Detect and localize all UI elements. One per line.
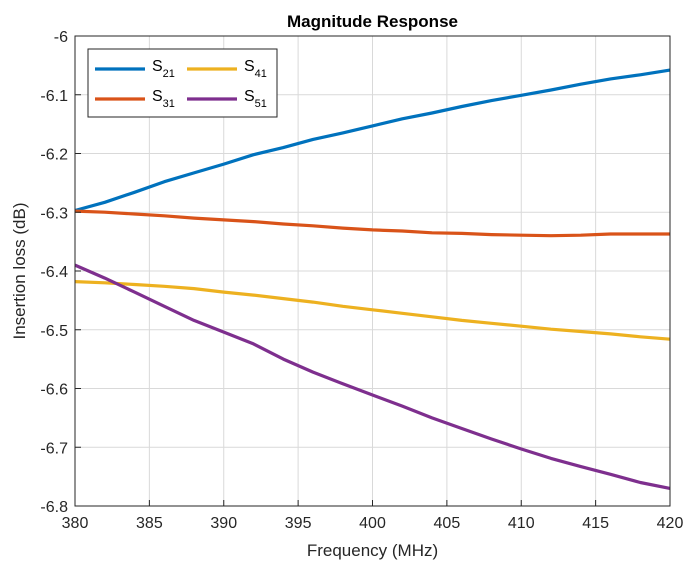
y-axis-label: Insertion loss (dB) [10,203,29,340]
legend-label-s21: S21 [152,58,175,80]
tick-labels: 380 385 390 395 400 405 410 415 420 -6.8 -6.7 -6.6 -… [40,29,683,532]
y-tick-label: -6.1 [40,88,68,105]
legend-label-s31: S31 [152,88,175,110]
x-tick-label: 385 [136,515,163,532]
series-line-s21 [74,68,671,213]
x-tick-label: 390 [210,515,237,532]
x-axis-label: Frequency (MHz) [307,541,438,560]
x-tick-label: 415 [582,515,609,532]
series-line-s31 [74,209,670,238]
series-line-s41 [74,280,671,341]
x-tick-label: 380 [62,515,89,532]
x-tick-label: 400 [359,515,386,532]
y-tick-label: -6.3 [40,205,68,222]
x-tick-label: 405 [434,515,461,532]
legend: S21 S41 S31 S51 [87,48,278,118]
x-tick-label: 410 [508,515,535,532]
x-tick-label: 420 [657,515,684,532]
y-tick-label: -6.6 [40,382,68,399]
legend-label-s41: S41 [244,58,267,80]
y-tick-label: -6.7 [40,440,68,457]
x-tick-label: 395 [285,515,312,532]
grid-lines [74,35,671,507]
y-tick-label: -6.4 [40,264,68,281]
chart-title: Magnitude Response [287,12,458,31]
tick-marks [74,35,671,507]
y-tick-label: -6.5 [40,323,68,340]
legend-label-s51: S51 [244,88,267,110]
y-tick-label: -6.8 [40,499,68,516]
legend-box [87,48,278,118]
series-line-s51 [74,263,671,490]
y-tick-label: -6 [54,29,68,46]
y-tick-label: -6.2 [40,147,68,164]
series-lines [74,68,671,490]
